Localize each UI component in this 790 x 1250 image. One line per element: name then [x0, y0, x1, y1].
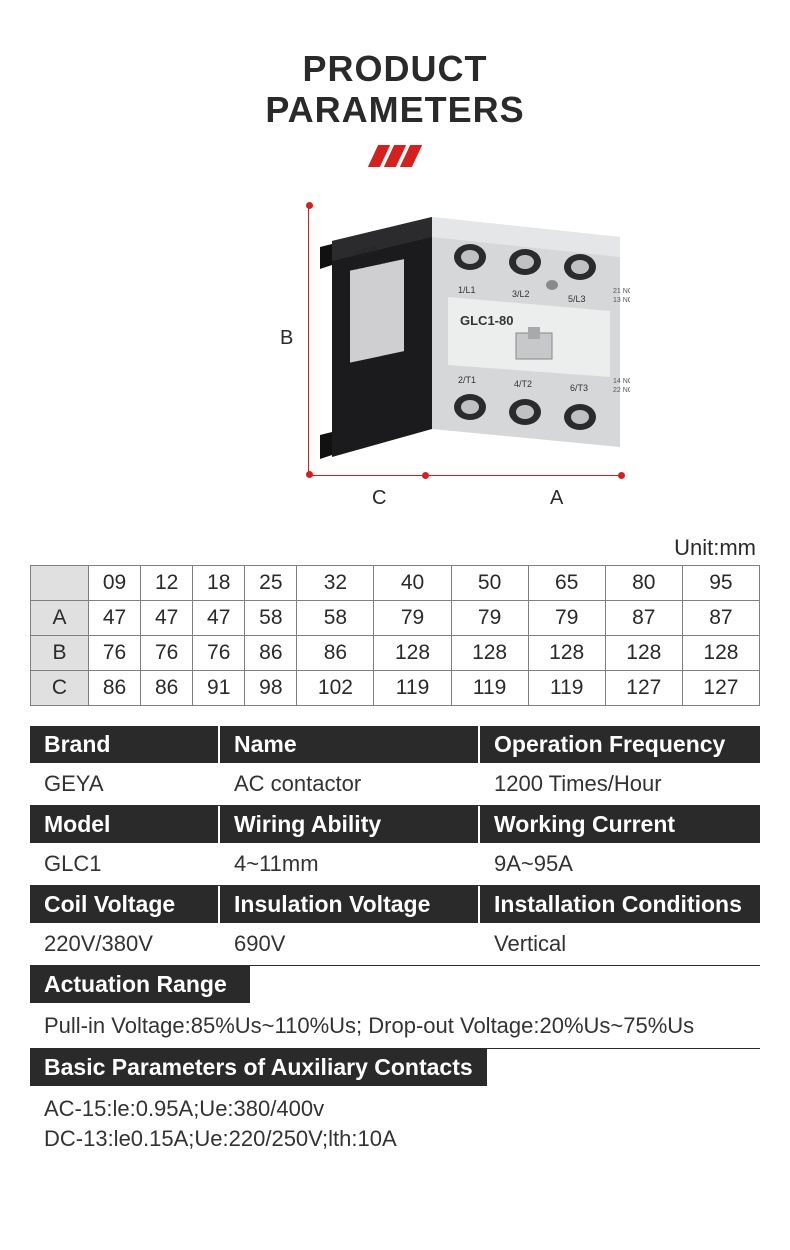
- svg-text:2/T1: 2/T1: [458, 375, 476, 385]
- svg-text:14 NO: 14 NO: [613, 378, 630, 385]
- cell: 98: [245, 670, 297, 705]
- axis-a: [426, 475, 622, 476]
- cell: C: [31, 670, 89, 705]
- cell: 25: [245, 565, 297, 600]
- dim-label-c: C: [372, 487, 386, 510]
- spec-val-current: 9A~95A: [480, 843, 760, 886]
- cell: 47: [193, 600, 245, 635]
- cell: 18: [193, 565, 245, 600]
- spec-head-current: Working Current: [480, 806, 760, 843]
- cell: 128: [682, 635, 759, 670]
- table-row: B 76 76 76 86 86 128 128 128 128 128: [31, 635, 760, 670]
- cell: 128: [374, 635, 451, 670]
- spec-val-install: Vertical: [480, 923, 760, 966]
- cell: 127: [682, 670, 759, 705]
- header: PRODUCT PARAMETERS: [0, 0, 790, 167]
- spec-head-coil: Coil Voltage: [30, 886, 220, 923]
- axis-b: [308, 205, 309, 475]
- svg-text:3/L2: 3/L2: [512, 289, 530, 299]
- cell: 87: [605, 600, 682, 635]
- axis-c: [308, 475, 426, 476]
- cell: 128: [528, 635, 605, 670]
- page-title-line1: PRODUCT: [0, 48, 790, 89]
- cell: 86: [297, 635, 374, 670]
- svg-text:22 NC: 22 NC: [613, 387, 630, 394]
- cell: 79: [374, 600, 451, 635]
- cell: 87: [682, 600, 759, 635]
- dim-label-a: A: [550, 487, 563, 510]
- cell: 47: [141, 600, 193, 635]
- spec-val-aux-line1: AC-15:le:0.95A;Ue:380/400v: [44, 1094, 746, 1124]
- spec-val-actuation: Pull-in Voltage:85%Us~110%Us; Drop-out V…: [30, 1003, 760, 1050]
- table-row: 09 12 18 25 32 40 50 65 80 95: [31, 565, 760, 600]
- spec-val-wiring: 4~11mm: [220, 843, 480, 886]
- dimension-table: 09 12 18 25 32 40 50 65 80 95 A 47 47 47…: [30, 565, 760, 706]
- cell: 76: [89, 635, 141, 670]
- cell: 95: [682, 565, 759, 600]
- spec-val-name: AC contactor: [220, 763, 480, 806]
- spec-head-actuation: Actuation Range: [30, 966, 250, 1003]
- cell: 119: [528, 670, 605, 705]
- spec-section: Brand Name Operation Frequency GEYA AC c…: [30, 726, 760, 1162]
- product-diagram: B C A GEYA GLC1-80 1/L1 3/L2 5/L3 GLC1-8…: [140, 197, 650, 527]
- spec-head-opfreq: Operation Frequency: [480, 726, 760, 763]
- cell: 58: [245, 600, 297, 635]
- cell: 119: [374, 670, 451, 705]
- spec-head-name: Name: [220, 726, 480, 763]
- cell: 86: [245, 635, 297, 670]
- cell: 32: [297, 565, 374, 600]
- spec-head-brand: Brand: [30, 726, 220, 763]
- spec-val-opfreq: 1200 Times/Hour: [480, 763, 760, 806]
- cell: 86: [141, 670, 193, 705]
- cell: 12: [141, 565, 193, 600]
- table-row: A 47 47 47 58 58 79 79 79 87 87: [31, 600, 760, 635]
- cell: B: [31, 635, 89, 670]
- cell: A: [31, 600, 89, 635]
- cell: 47: [89, 600, 141, 635]
- cell: 91: [193, 670, 245, 705]
- svg-text:13 NO: 13 NO: [613, 297, 630, 304]
- unit-label: Unit:mm: [0, 527, 790, 565]
- dim-label-b: B: [280, 327, 293, 350]
- cell: 128: [605, 635, 682, 670]
- cell: 40: [374, 565, 451, 600]
- cell: 119: [451, 670, 528, 705]
- spec-head-model: Model: [30, 806, 220, 843]
- cell: 80: [605, 565, 682, 600]
- spec-val-model: GLC1: [30, 843, 220, 886]
- spec-head-insulation: Insulation Voltage: [220, 886, 480, 923]
- cell: 58: [297, 600, 374, 635]
- cell: 102: [297, 670, 374, 705]
- svg-text:GLC1-80: GLC1-80: [460, 313, 513, 328]
- spec-val-coil: 220V/380V: [30, 923, 220, 966]
- cell: 76: [141, 635, 193, 670]
- accent-slashes: [0, 145, 790, 167]
- table-row: C 86 86 91 98 102 119 119 119 127 127: [31, 670, 760, 705]
- spec-val-aux-line2: DC-13:le0.15A;Ue:220/250V;lth:10A: [44, 1124, 746, 1154]
- spec-head-wiring: Wiring Ability: [220, 806, 480, 843]
- spec-val-insulation: 690V: [220, 923, 480, 966]
- cell: 127: [605, 670, 682, 705]
- cell: 79: [451, 600, 528, 635]
- page-title-line2: PARAMETERS: [0, 89, 790, 130]
- product-illustration: GEYA GLC1-80 1/L1 3/L2 5/L3 GLC1-80 2/T1…: [320, 207, 630, 472]
- svg-text:6/T3: 6/T3: [570, 383, 588, 393]
- svg-text:21 NC: 21 NC: [613, 288, 630, 295]
- spec-head-install: Installation Conditions: [480, 886, 760, 923]
- cell: 65: [528, 565, 605, 600]
- cell: 86: [89, 670, 141, 705]
- cell: 50: [451, 565, 528, 600]
- cell: 76: [193, 635, 245, 670]
- cell: [31, 565, 89, 600]
- spec-val-brand: GEYA: [30, 763, 220, 806]
- spec-val-aux: AC-15:le:0.95A;Ue:380/400v DC-13:le0.15A…: [30, 1086, 760, 1161]
- svg-text:1/L1: 1/L1: [458, 285, 476, 295]
- svg-text:5/L3: 5/L3: [568, 294, 586, 304]
- svg-text:4/T2: 4/T2: [514, 379, 532, 389]
- cell: 09: [89, 565, 141, 600]
- cell: 79: [528, 600, 605, 635]
- spec-head-aux: Basic Parameters of Auxiliary Contacts: [30, 1049, 487, 1086]
- cell: 128: [451, 635, 528, 670]
